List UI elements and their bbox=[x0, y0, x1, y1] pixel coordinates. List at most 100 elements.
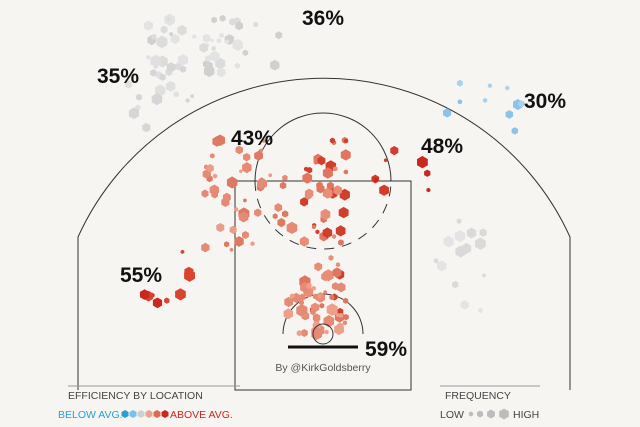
shot-hex bbox=[379, 184, 389, 196]
shot-hex bbox=[383, 158, 388, 163]
shot-hex bbox=[282, 210, 289, 218]
zone-label: 43% bbox=[231, 127, 273, 150]
shot-hex bbox=[338, 312, 344, 318]
shot-hex bbox=[199, 42, 208, 53]
shot-hex bbox=[210, 153, 215, 159]
shot-hex bbox=[229, 225, 237, 234]
shot-hex bbox=[475, 237, 486, 250]
shot-hex bbox=[204, 65, 215, 78]
shot-hex bbox=[332, 267, 342, 278]
legend-hex bbox=[145, 410, 153, 418]
three-point-line bbox=[77, 77, 571, 390]
shot-hex bbox=[306, 282, 312, 290]
legend-hex bbox=[468, 411, 474, 417]
legend-high: HIGH bbox=[513, 409, 539, 421]
shot-hex bbox=[456, 218, 462, 224]
legend-hex bbox=[121, 410, 129, 418]
shot-hex bbox=[478, 307, 483, 313]
shot-hex bbox=[243, 153, 251, 162]
shot-hex bbox=[336, 282, 346, 293]
shot-hex bbox=[242, 162, 252, 174]
shot-hex bbox=[234, 206, 239, 212]
shot-hex bbox=[142, 122, 151, 133]
shot-hex bbox=[177, 54, 188, 66]
shot-hex bbox=[343, 169, 349, 175]
shot-hex bbox=[201, 189, 209, 198]
shot-hex bbox=[234, 62, 241, 69]
shot-hex bbox=[284, 296, 294, 308]
shot-hex bbox=[175, 288, 186, 301]
shot-hex bbox=[316, 184, 325, 194]
shot-hex bbox=[224, 39, 230, 45]
shot-hex bbox=[335, 225, 346, 237]
shot-hex bbox=[238, 211, 249, 223]
shot-hex bbox=[216, 223, 225, 233]
shot-hex bbox=[160, 25, 168, 34]
shot-hex bbox=[250, 241, 255, 247]
shot-hex bbox=[170, 34, 180, 45]
shot-hex bbox=[155, 84, 166, 97]
free-throw-circle-dashed bbox=[254, 180, 392, 250]
shot-hex bbox=[334, 323, 344, 336]
shot-hex bbox=[286, 221, 298, 234]
shot-hex bbox=[159, 73, 166, 81]
shot-hex bbox=[166, 62, 176, 73]
shot-hex bbox=[184, 269, 195, 282]
court bbox=[77, 77, 571, 391]
shot-hex bbox=[461, 243, 472, 254]
shot-hex bbox=[173, 91, 179, 98]
shot-hex bbox=[253, 21, 259, 28]
shot-hex bbox=[319, 303, 325, 309]
shot-hex bbox=[329, 294, 335, 301]
shot-hex bbox=[128, 107, 139, 120]
shot-hex bbox=[373, 177, 378, 183]
shot-hex bbox=[234, 236, 244, 247]
shot-hex bbox=[300, 197, 309, 207]
shot-hex bbox=[313, 159, 319, 165]
legend-low: LOW bbox=[440, 409, 464, 421]
shot-hex bbox=[443, 235, 454, 248]
zone-label: 30% bbox=[524, 90, 566, 113]
legend-hex bbox=[153, 410, 161, 418]
shot-hex bbox=[219, 14, 226, 22]
shot-hex bbox=[466, 227, 477, 239]
shot-hex bbox=[317, 156, 326, 166]
shot-hex bbox=[262, 138, 266, 143]
rim bbox=[312, 323, 334, 345]
legend-above: ABOVE AVG. bbox=[170, 409, 233, 421]
shot-hex bbox=[192, 34, 197, 39]
shot-hex bbox=[460, 300, 469, 310]
shot-hex bbox=[232, 38, 243, 51]
shot-hex bbox=[487, 83, 492, 89]
shot-hex bbox=[277, 218, 286, 228]
shot-hex bbox=[443, 108, 452, 118]
shot-hex bbox=[426, 187, 431, 193]
shot-hex bbox=[216, 38, 222, 44]
shot-hex bbox=[211, 45, 216, 51]
shot-hex bbox=[282, 174, 288, 181]
shot-hex bbox=[202, 33, 211, 43]
shot-hex bbox=[151, 33, 157, 40]
shot-hex bbox=[338, 206, 349, 219]
shot-hex bbox=[482, 273, 486, 278]
shot-hex bbox=[343, 297, 349, 304]
legend-hexes bbox=[121, 408, 509, 420]
shot-hex bbox=[322, 167, 333, 179]
shot-hex bbox=[235, 21, 243, 31]
shot-hex bbox=[331, 234, 337, 239]
shot-hex bbox=[226, 176, 238, 189]
shot-hex bbox=[185, 98, 190, 103]
shot-hex bbox=[242, 49, 249, 56]
shot-hex bbox=[268, 173, 273, 178]
shot-hex bbox=[239, 169, 243, 174]
shot-hex bbox=[343, 313, 349, 321]
shot-hex bbox=[296, 330, 302, 337]
shot-hex bbox=[217, 67, 226, 78]
shot-hex bbox=[304, 166, 309, 172]
shot-hex bbox=[212, 136, 222, 147]
shot-hex bbox=[304, 188, 314, 199]
shot-hex bbox=[511, 127, 518, 135]
legend-title: EFFICIENCY BY LOCATION bbox=[68, 390, 203, 402]
shot-hex bbox=[166, 16, 171, 22]
legend-title: FREQUENCY bbox=[445, 390, 511, 402]
